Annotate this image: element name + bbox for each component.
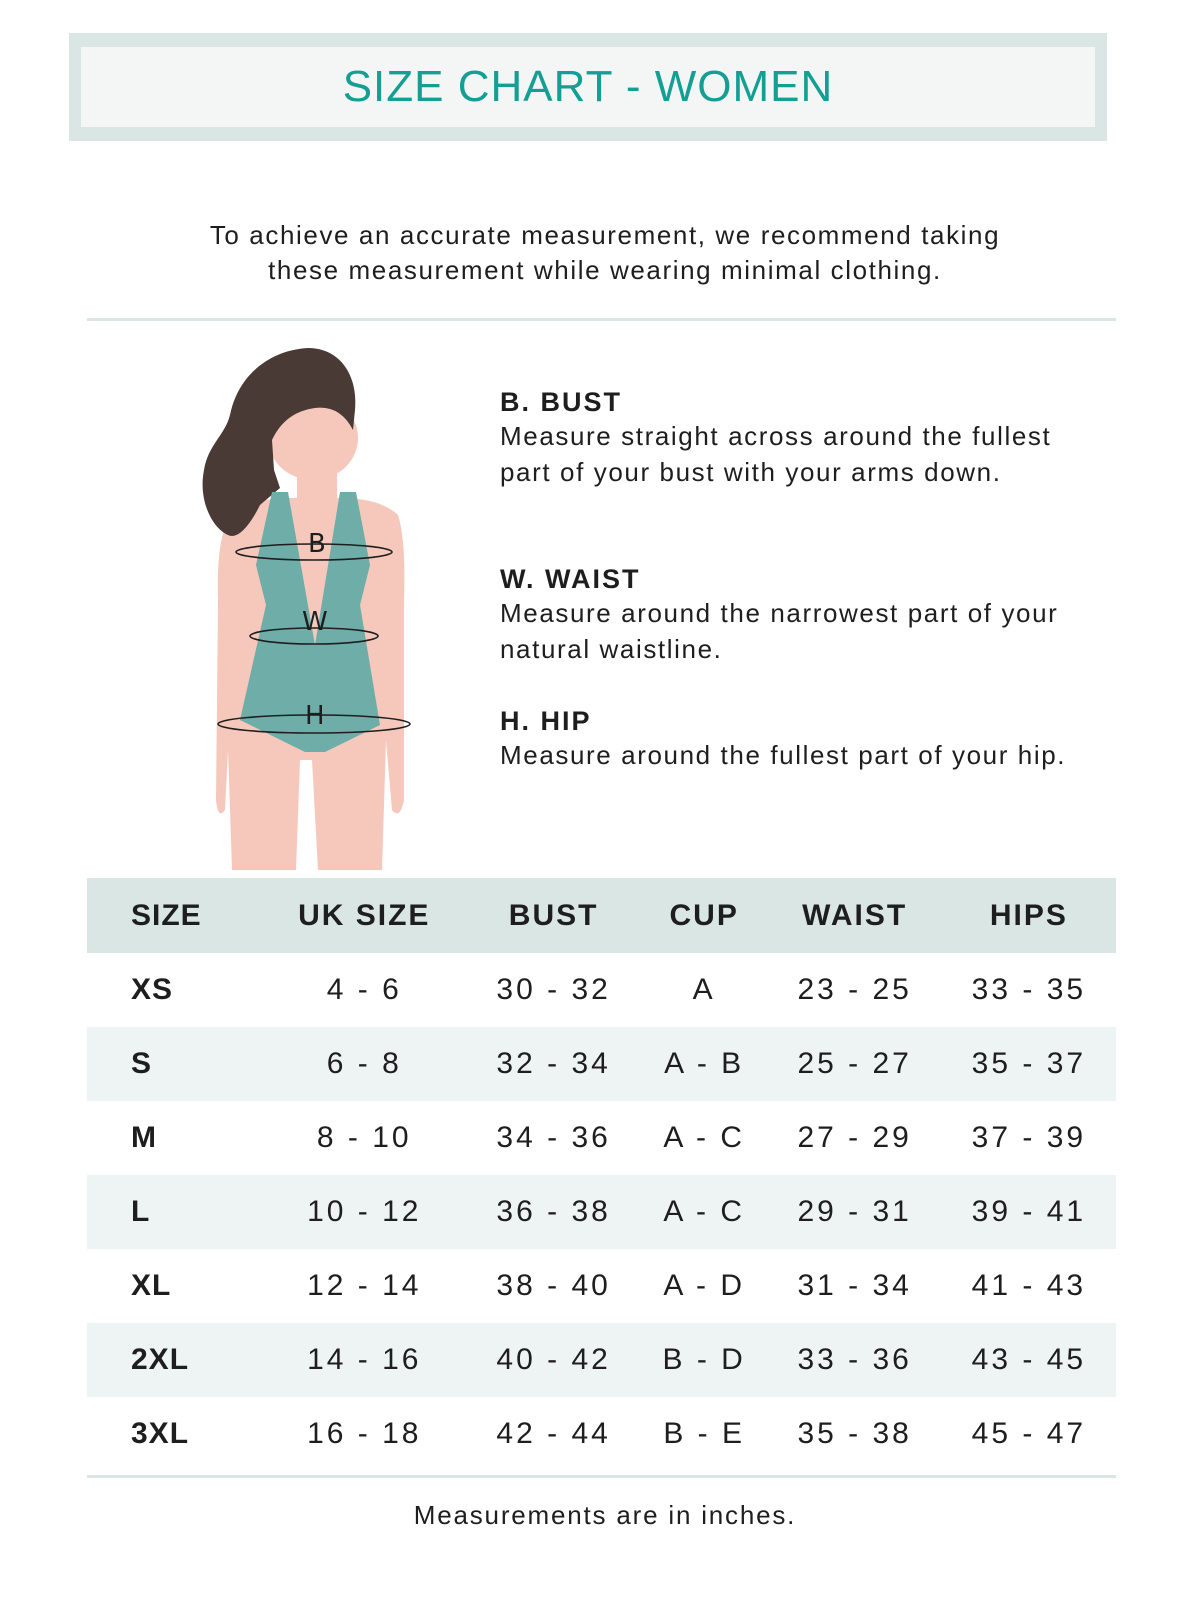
table-cell: A - C [663,1195,745,1228]
table-cell: 40 - 42 [496,1343,611,1376]
guide-hip: H. HIP Measure around the fullest part o… [500,704,1100,774]
table-cell: 23 - 25 [797,973,912,1006]
table-cell: B - D [662,1343,746,1376]
table-row: L 10 - 12 36 - 38 A - C 29 - 31 39 - 41 [87,1175,1116,1249]
table-cell: 4 - 6 [326,973,402,1006]
table-cell: XL [131,1269,172,1302]
measure-lines [217,543,411,734]
intro-line-2: these measurement while wearing minimal … [268,255,942,285]
guide-text: Measure straight across around the fulle… [500,421,1052,487]
swimsuit [240,492,380,752]
guide-bust: B. BUST Measure straight across around t… [500,385,1100,490]
bust-label: B [308,529,326,559]
table-cell: A - D [663,1269,745,1302]
table-cell: 33 - 35 [971,973,1087,1006]
page-title: SIZE CHART - WOMEN [342,62,834,111]
col-size: SIZE [131,898,202,932]
guide-text: Measure around the fullest part of your … [500,740,1067,770]
table-cell: 27 - 29 [797,1121,912,1154]
table-cell: 31 - 34 [797,1269,912,1302]
divider [87,1475,1116,1478]
title-inner: SIZE CHART - WOMEN [81,47,1095,127]
table-cell: 3XL [131,1417,190,1450]
table-cell: A - B [664,1047,745,1080]
table-cell: 45 - 47 [971,1417,1087,1450]
table-row: M 8 - 10 34 - 36 A - C 27 - 29 37 - 39 [87,1101,1116,1175]
table-cell: 14 - 16 [307,1343,422,1376]
title-banner: SIZE CHART - WOMEN [69,33,1107,141]
guide-waist: W. WAIST Measure around the narrowest pa… [500,562,1100,667]
table-cell: 39 - 41 [971,1195,1087,1228]
hair [202,348,356,536]
guide-heading: H. HIP [500,706,592,736]
table-cell: 43 - 45 [971,1343,1087,1376]
table-cell: 12 - 14 [307,1269,422,1302]
body-measurement-illustration: B W H [202,348,411,870]
table-cell: 6 - 8 [326,1047,402,1080]
table-cell: 25 - 27 [797,1047,912,1080]
table-row: 2XL 14 - 16 40 - 42 B - D 33 - 36 43 - 45 [87,1323,1116,1397]
intro-text: To achieve an accurate measurement, we r… [100,218,1110,288]
table-cell: 42 - 44 [496,1417,611,1450]
table-cell: 33 - 36 [797,1343,912,1376]
col-bust: BUST [508,898,599,932]
table-cell: 36 - 38 [496,1195,611,1228]
table-cell: L [131,1195,151,1228]
table-row: XL 12 - 14 38 - 40 A - D 31 - 34 41 - 43 [87,1249,1116,1323]
table-cell: 8 - 10 [316,1121,412,1154]
table-cell: 29 - 31 [797,1195,912,1228]
table-cell: 38 - 40 [496,1269,611,1302]
table-cell: 30 - 32 [496,973,611,1006]
table-cell: 35 - 38 [797,1417,912,1450]
table-cell: 41 - 43 [971,1269,1087,1302]
waist-label: W [302,607,328,637]
table-row: 3XL 16 - 18 42 - 44 B - E 35 - 38 45 - 47 [87,1397,1116,1471]
table-row: S 6 - 8 32 - 34 A - B 25 - 27 35 - 37 [87,1027,1116,1101]
table-cell: A - C [663,1121,745,1154]
table-cell: B - E [663,1417,745,1450]
table-row: XS 4 - 6 30 - 32 A 23 - 25 33 - 35 [87,953,1116,1027]
guide-heading: B. BUST [500,387,622,417]
table-cell: 2XL [131,1343,190,1376]
table-cell: 32 - 34 [496,1047,611,1080]
table-cell: M [131,1121,157,1154]
size-table: SIZE UK SIZE BUST CUP WAIST HIPS XS 4 - 6… [87,878,1116,1471]
table-cell: XS [131,973,174,1006]
table-cell: S [131,1047,153,1080]
col-waist: WAIST [802,898,908,932]
table-header-row: SIZE UK SIZE BUST CUP WAIST HIPS [87,878,1116,953]
col-cup: CUP [669,898,739,932]
col-uk-size: UK SIZE [298,898,431,932]
table-cell: 10 - 12 [307,1195,422,1228]
table-cell: 34 - 36 [496,1121,611,1154]
intro-line-1: To achieve an accurate measurement, we r… [209,220,1001,250]
table-cell: 37 - 39 [971,1121,1087,1154]
table-cell: 16 - 18 [307,1417,422,1450]
guide-text: Measure around the narrowest part of you… [500,598,1059,664]
divider [87,318,1116,321]
col-hips: HIPS [989,898,1068,932]
guide-heading: W. WAIST [500,564,641,594]
footer-note: Measurements are in inches. [413,1500,797,1530]
table-cell: A [692,973,716,1006]
table-cell: 35 - 37 [971,1047,1087,1080]
hip-label: H [305,701,325,731]
